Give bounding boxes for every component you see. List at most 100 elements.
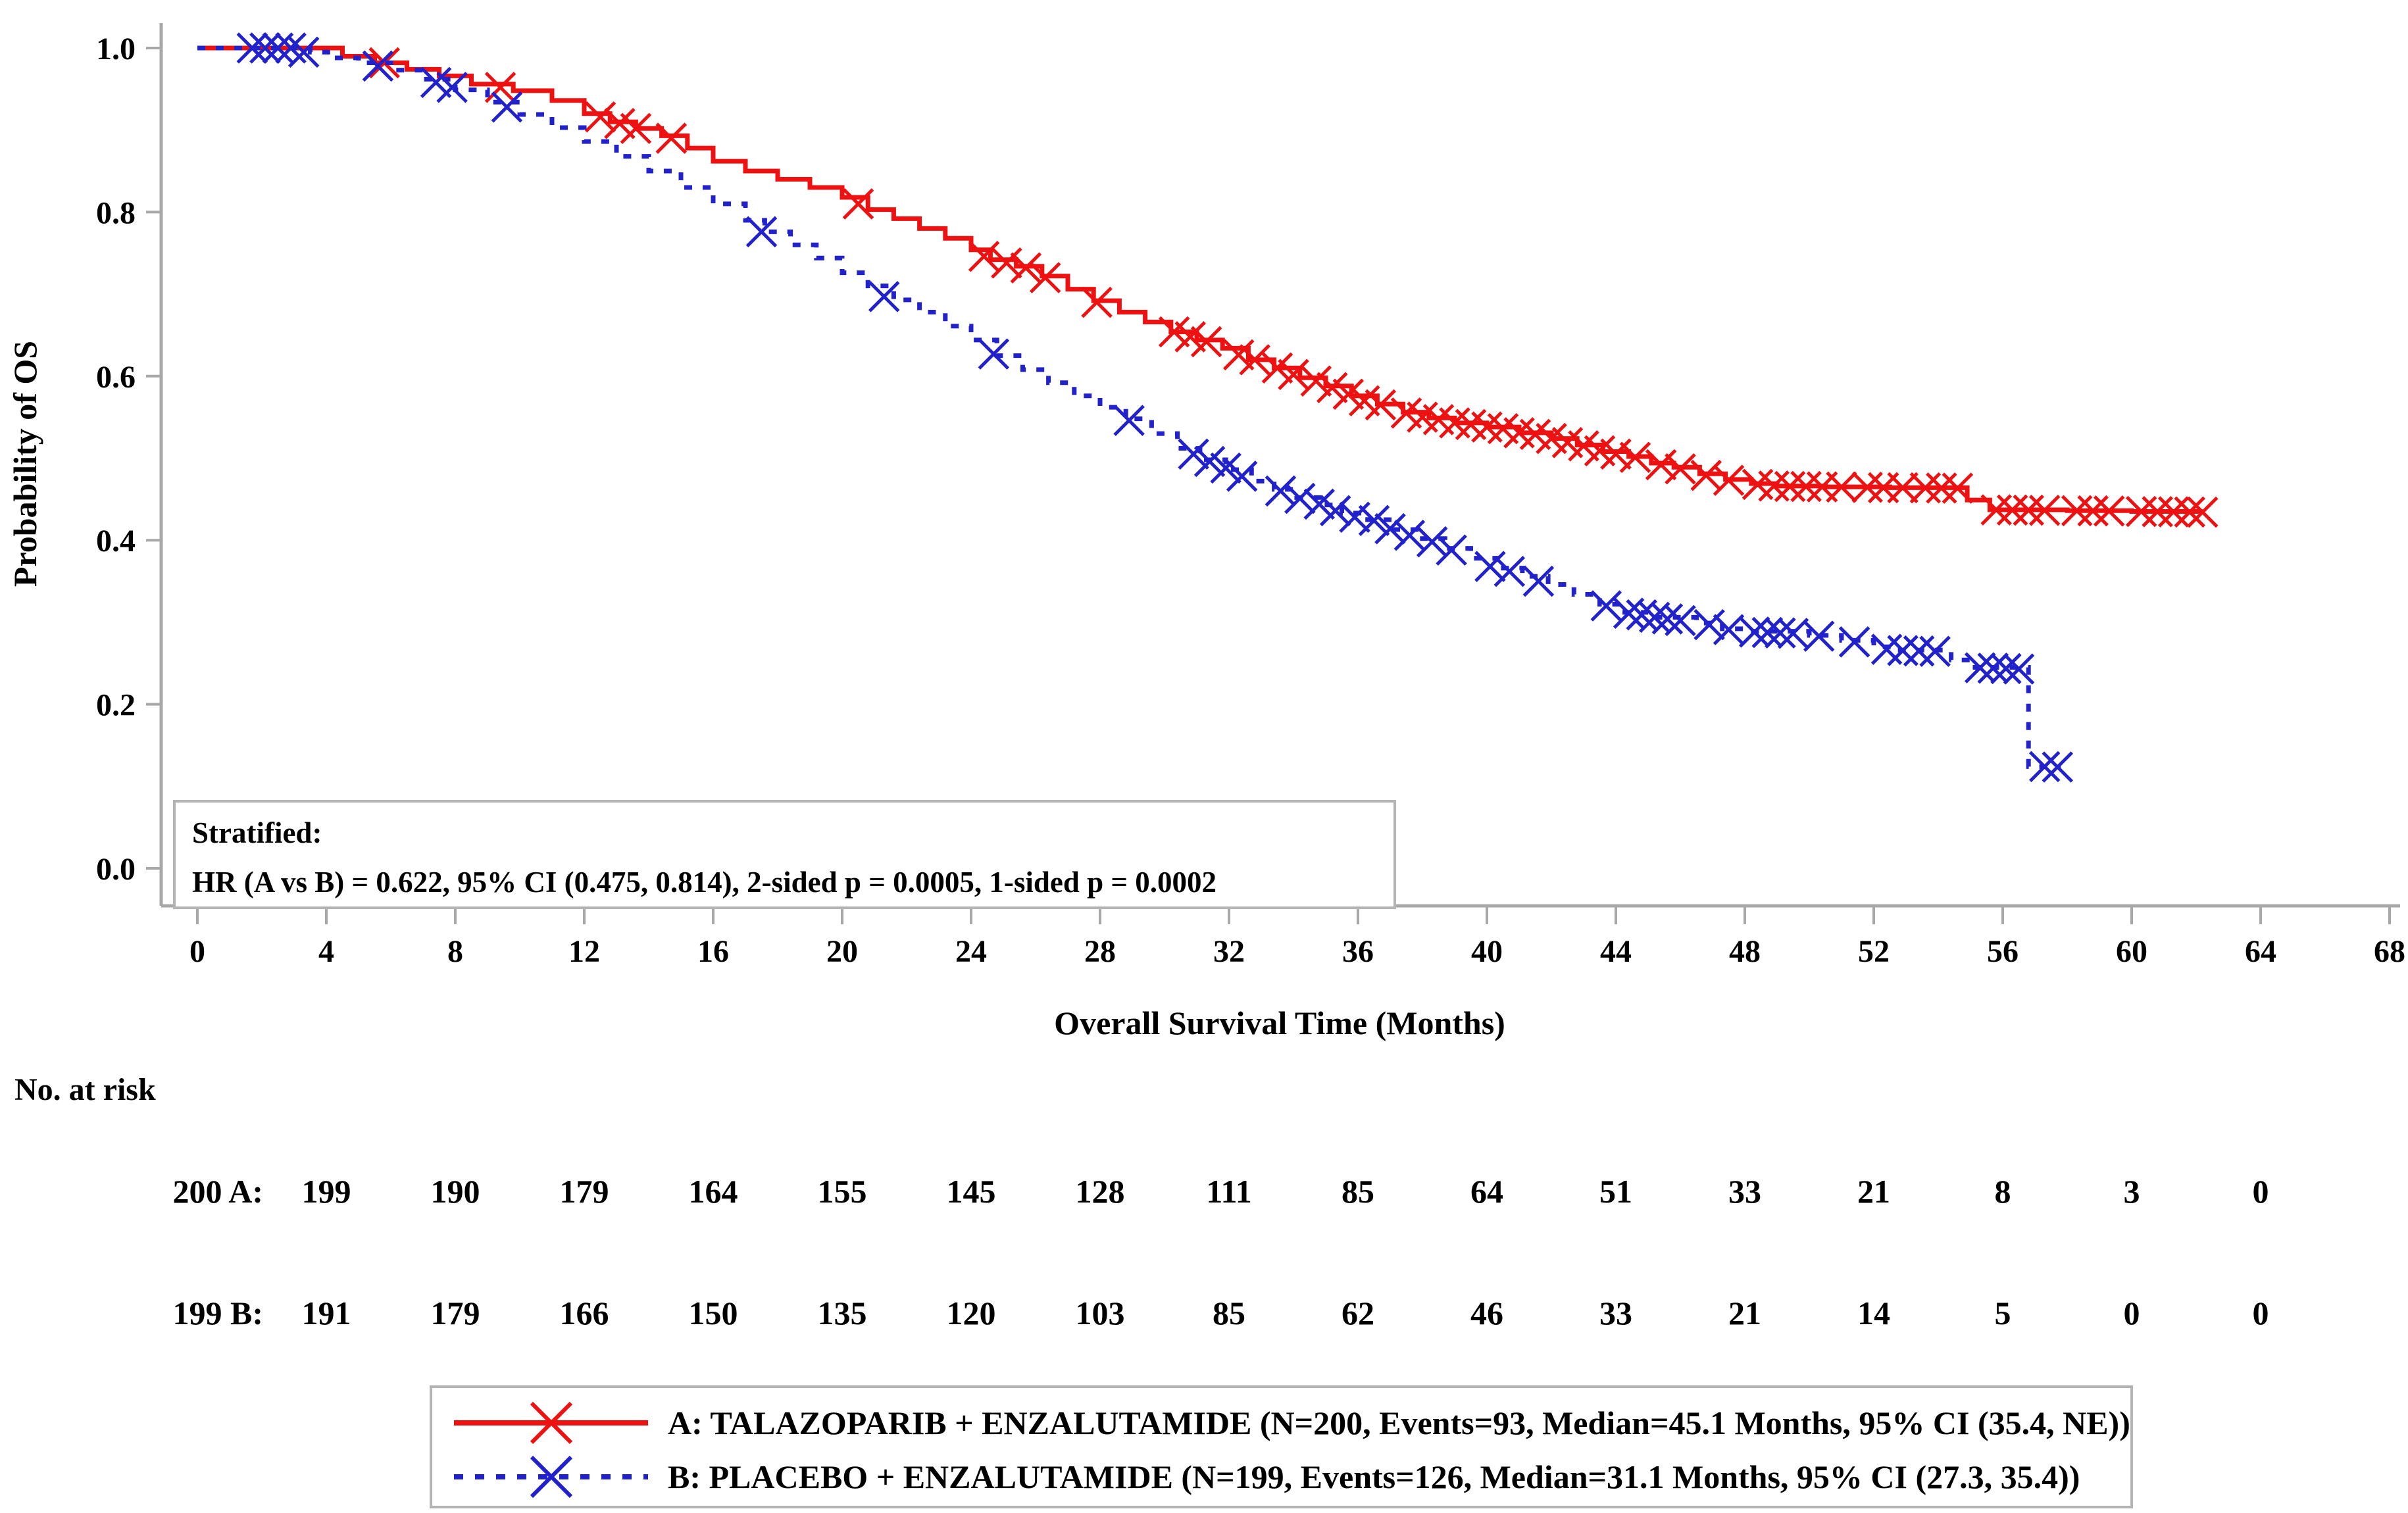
y-tick-label: 0.8 <box>96 195 136 230</box>
censor-x-icon <box>262 32 294 64</box>
censor-x-icon <box>1416 526 1448 558</box>
censor-marks-a <box>368 47 2219 528</box>
risk-count: 191 <box>302 1295 351 1331</box>
censor-x-icon <box>2042 751 2074 783</box>
censor-x-icon <box>1393 519 1426 551</box>
censor-x-icon <box>1926 472 1957 504</box>
censor-x-icon <box>1980 494 2012 526</box>
censor-x-icon <box>236 32 268 64</box>
censor-x-icon <box>2028 751 2061 783</box>
censor-x-icon <box>2093 495 2125 527</box>
censor-x-icon <box>1651 603 1684 635</box>
risk-count: 14 <box>1857 1295 1890 1331</box>
censor-x-icon <box>1332 378 1365 410</box>
x-tick-label: 4 <box>318 934 334 969</box>
y-tick-label: 0.4 <box>96 524 136 558</box>
censor-x-icon <box>2157 496 2190 528</box>
censor-x-icon <box>1626 599 1657 631</box>
censor-x-icon <box>1826 471 1857 503</box>
censor-x-icon <box>1942 472 1974 504</box>
x-tick-label: 24 <box>955 934 987 969</box>
censor-x-icon <box>868 281 900 312</box>
risk-count: 3 <box>2124 1173 2140 1210</box>
x-tick-label: 28 <box>1084 934 1116 969</box>
censor-x-icon <box>1887 635 1919 666</box>
legend-marker-a <box>454 1401 648 1445</box>
censor-x-icon <box>968 240 1000 272</box>
x-tick-label: 8 <box>447 934 463 969</box>
censor-x-icon <box>1239 344 1270 376</box>
censor-x-icon <box>1758 470 1790 502</box>
censor-x-icon <box>1851 472 1883 503</box>
x-tick-label: 60 <box>2116 934 2147 969</box>
censor-x-icon <box>1919 635 1951 667</box>
censor-x-icon <box>436 72 468 103</box>
risk-count: 120 <box>947 1295 996 1331</box>
censor-x-icon <box>1738 616 1770 648</box>
x-tick-label: 32 <box>1213 934 1245 969</box>
censor-x-icon <box>1774 470 1806 503</box>
censor-x-icon <box>1590 590 1622 622</box>
x-tick-label: 16 <box>697 934 729 969</box>
censor-x-icon <box>2125 495 2157 528</box>
censor-x-icon <box>491 91 523 123</box>
censor-x-icon <box>1639 601 1670 633</box>
censor-x-icon <box>1522 565 1555 597</box>
legend-box <box>430 1385 2133 1508</box>
censor-x-icon <box>1339 501 1370 533</box>
censor-x-icon <box>2003 653 2035 685</box>
censor-x-icon <box>620 112 652 144</box>
censor-x-icon <box>842 188 874 220</box>
censor-x-icon <box>1210 452 1242 484</box>
legend-censor-x-icon <box>530 1401 573 1445</box>
x-tick-label: 0 <box>189 934 205 969</box>
censor-x-icon <box>1713 464 1745 496</box>
risk-count: 135 <box>818 1295 867 1331</box>
y-tick-label: 0.0 <box>96 852 136 887</box>
risk-row-a-counts: 200 199 190 179 164 155 145 128 111 85 64 51 33 21 8 3 0 <box>173 1173 2269 1210</box>
y-tick-label: 0.6 <box>96 360 136 395</box>
censor-x-icon <box>655 122 688 154</box>
censor-x-icon <box>368 47 400 79</box>
risk-count: 21 <box>1857 1173 1890 1210</box>
stratified-label: Stratified: <box>192 816 322 849</box>
censor-x-icon <box>1317 372 1348 404</box>
risk-count: 150 <box>689 1295 738 1331</box>
censor-x-icon <box>1990 653 2022 685</box>
censor-x-icon <box>1903 635 1935 667</box>
x-tick-label: 56 <box>1987 934 2019 969</box>
censor-x-icon <box>1010 252 1042 284</box>
censor-x-icon <box>1645 449 1677 481</box>
legend-censor-x-icon <box>530 1455 573 1499</box>
stratified-box <box>173 800 1396 909</box>
censor-x-icon <box>1713 614 1745 645</box>
censor-x-icon <box>2028 495 2061 526</box>
censor-x-icon <box>288 36 320 68</box>
censor-x-icon <box>1365 389 1397 421</box>
censor-x-icon <box>249 32 281 64</box>
risk-count: 51 <box>1599 1173 1632 1210</box>
censor-x-icon <box>1619 441 1651 474</box>
risk-count: 5 <box>1995 1295 2011 1331</box>
risk-row-a-label: A: <box>228 1173 263 1210</box>
risk-count: 190 <box>431 1173 480 1210</box>
censor-x-icon <box>1838 626 1870 658</box>
risk-count: 8 <box>1995 1173 2011 1210</box>
censor-x-icon <box>1665 453 1696 485</box>
censor-x-icon <box>1029 262 1061 293</box>
risk-table-title: No. at risk <box>14 1072 156 1107</box>
censor-x-icon <box>1261 352 1293 384</box>
risk-count: 85 <box>1342 1173 1374 1210</box>
censor-x-icon <box>362 50 394 82</box>
legend: A: TALAZOPARIB + ENZALUTAMIDE (N=200, Ev… <box>430 1385 2133 1508</box>
censor-x-icon <box>1909 472 1942 504</box>
y-axis-title: Probability of OS <box>7 341 43 587</box>
x-tick-label: 52 <box>1858 934 1890 969</box>
censor-x-icon <box>2187 496 2219 528</box>
risk-count: 46 <box>1470 1295 1503 1331</box>
censor-x-icon <box>2013 494 2044 526</box>
risk-count: 21 <box>1728 1295 1761 1331</box>
risk-row-b-counts: 199 191 179 166 150 135 120 103 85 62 46 33 21 14 5 0 0 <box>173 1295 2269 1331</box>
x-tick-label: 44 <box>1600 934 1632 969</box>
censor-x-icon <box>1265 475 1297 507</box>
